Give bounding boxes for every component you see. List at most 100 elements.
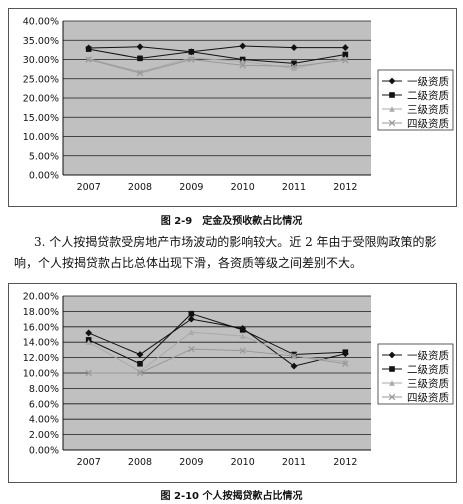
legend-marker — [389, 92, 395, 98]
y-tick-label: 14.00% — [23, 338, 59, 349]
series-4 — [85, 56, 349, 77]
series-line — [88, 313, 346, 365]
data-point — [187, 315, 195, 323]
series-line — [88, 348, 346, 374]
x-tick-label: 2008 — [128, 182, 152, 193]
x-tick-label: 2010 — [231, 182, 255, 193]
legend-label: 三级资质 — [407, 378, 449, 390]
data-point — [291, 60, 297, 67]
legend-marker — [389, 106, 395, 112]
x-tick-label: 2008 — [128, 457, 152, 468]
chart-caption-1: 图 2-9 定金及预收款占比情况 — [160, 216, 303, 227]
legend-label: 三级资质 — [407, 104, 449, 116]
y-tick-label: 10.00% — [23, 132, 59, 143]
series-line — [88, 45, 346, 53]
series-4 — [85, 345, 349, 377]
data-point — [136, 351, 144, 358]
data-point — [137, 69, 143, 75]
legend-label: 一级资质 — [407, 76, 449, 88]
series-line — [88, 57, 346, 73]
mortgage-ratio-chart: 20.00% 18.00% 16.00% 14.00% 12.00% 10.00% 8.00… — [23, 292, 454, 468]
data-point — [136, 369, 144, 377]
series-line — [88, 58, 346, 74]
legend-marker — [389, 380, 395, 386]
y-tick-label: 0.00% — [29, 446, 59, 457]
x-tick-label: 2010 — [231, 457, 255, 468]
y-tick-label: 20.00% — [23, 94, 59, 105]
data-point — [290, 362, 298, 370]
x-tick-label: 2012 — [333, 182, 357, 193]
data-point — [136, 43, 144, 51]
y-tick-label: 12.00% — [23, 353, 59, 364]
y-tick-label: 18.00% — [23, 307, 59, 318]
data-point — [85, 46, 92, 52]
data-point — [137, 55, 143, 62]
data-point — [290, 44, 298, 51]
y-tick-label: 2.00% — [29, 430, 59, 441]
legend-label: 四级资质 — [407, 392, 449, 404]
y-tick-label: 30.00% — [23, 55, 59, 66]
x-tick-label: 2012 — [333, 457, 357, 468]
y-tick-label: 10.00% — [23, 369, 59, 380]
y-tick-label: 0.00% — [29, 171, 59, 182]
data-point — [341, 44, 349, 51]
y-tick-label: 6.00% — [29, 399, 59, 410]
data-point — [239, 58, 246, 65]
legend-marker — [388, 77, 396, 85]
y-tick-label: 8.00% — [29, 384, 59, 395]
y-tick-label: 20.00% — [23, 292, 59, 303]
data-point — [239, 333, 246, 339]
data-point — [239, 42, 247, 50]
y-tick-label: 40.00% — [23, 17, 59, 28]
data-point — [342, 360, 349, 367]
data-point — [85, 339, 92, 345]
chart-panel-2: 20.00% 18.00% 16.00% 14.00% 12.00% 10.00% 8.00… — [8, 283, 457, 483]
data-point — [342, 51, 349, 58]
legend-marker — [388, 393, 396, 401]
legend-marker — [389, 366, 395, 372]
data-point — [188, 345, 195, 353]
y-tick-label: 5.00% — [29, 151, 59, 162]
y-tick-label: 16.00% — [23, 322, 59, 333]
data-point — [239, 347, 246, 354]
legend-label: 一级资质 — [407, 350, 449, 362]
y-tick-label: 4.00% — [29, 415, 59, 426]
y-tick-label: 35.00% — [23, 36, 59, 47]
series-line — [88, 48, 346, 64]
series-line — [88, 318, 346, 367]
y-tick-label: 15.00% — [23, 113, 59, 124]
data-point — [188, 56, 195, 63]
legend-marker — [388, 351, 396, 359]
y-tick-label: 25.00% — [23, 74, 59, 85]
body-paragraph: 3. 个人按揭贷款受房地产市场波动的影响较大。近 2 年由于受限购政策的影响，个… — [14, 235, 437, 270]
data-point — [85, 56, 92, 63]
data-point — [136, 69, 144, 77]
x-tick-label: 2009 — [179, 182, 203, 193]
data-point — [239, 327, 246, 333]
data-point — [188, 49, 195, 55]
x-tick-label: 2011 — [282, 457, 306, 468]
legend-label: 二级资质 — [407, 90, 449, 102]
legend-label: 二级资质 — [407, 364, 449, 376]
legend-label: 四级资质 — [407, 118, 449, 130]
data-point — [239, 62, 246, 69]
data-point — [188, 310, 195, 317]
chart-caption-2: 图 2-10 个人按揭贷款占比情况 — [160, 491, 303, 502]
deposit-ratio-chart: 40.00% 35.00% 30.00% 25.00% 20.00% 15.00% 10.0… — [23, 17, 454, 193]
x-tick-label: 2009 — [179, 457, 203, 468]
data-point — [290, 352, 298, 360]
legend-marker — [388, 119, 396, 127]
data-point — [188, 329, 195, 335]
data-point — [85, 329, 93, 337]
x-tick-label: 2007 — [77, 182, 101, 193]
data-point — [342, 349, 349, 356]
data-point — [342, 57, 349, 64]
data-point — [290, 63, 298, 70]
data-point — [342, 55, 349, 62]
data-point — [137, 360, 143, 367]
x-tick-label: 2007 — [77, 457, 101, 468]
data-point — [291, 65, 297, 72]
x-tick-label: 2011 — [282, 182, 306, 193]
